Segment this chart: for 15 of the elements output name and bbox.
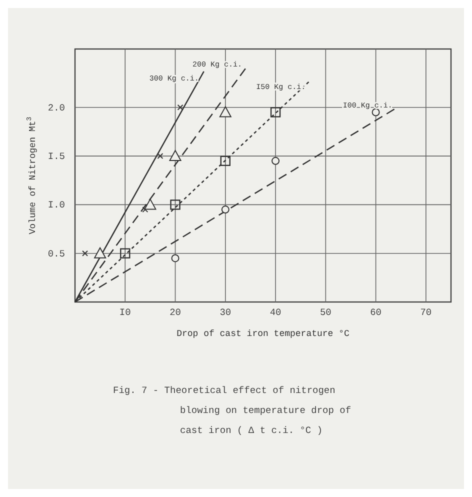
x-tick-label: 60 (370, 307, 382, 318)
x-tick-label: 50 (320, 307, 332, 318)
x-tick-label: I0 (119, 307, 132, 318)
x-axis-title: Drop of cast iron temperature °C (176, 329, 350, 339)
x-tick-label: 20 (170, 307, 182, 318)
text: cast iron ( Δ t c.i. °C ) (180, 425, 323, 436)
y-tick-label: 2.0 (48, 102, 66, 114)
y-tick-label: 0.5 (48, 248, 66, 260)
caption: Fig. 7 - Theoretical effect of nitrogen (113, 385, 336, 396)
y-tick-label: I.5 (48, 151, 66, 162)
x-tick-label: 30 (220, 307, 232, 318)
x-tick-label: 40 (270, 307, 282, 318)
y-tick-label: I.0 (48, 200, 66, 211)
x-tick-label: 70 (420, 307, 432, 318)
text: blowing on temperature drop of (180, 405, 352, 416)
